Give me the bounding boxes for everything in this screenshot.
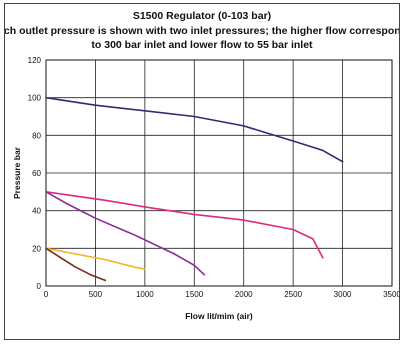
y-tick-label: 0 — [37, 282, 42, 291]
series-line-1 — [45, 96, 344, 163]
plot-frame — [45, 59, 393, 287]
y-tick-label: 20 — [32, 244, 41, 253]
y-tick-label: 40 — [32, 207, 41, 216]
x-axis-label: Flow lit/mim (air) — [185, 311, 253, 321]
x-tick-label: 500 — [89, 290, 103, 299]
x-tick-label: 3000 — [334, 290, 352, 299]
chart-subtitle-line-2: to 300 bar inlet and lower flow to 55 ba… — [91, 39, 313, 51]
pressure-flow-chart: S1500 Regulator (0-103 bar) Each outlet … — [5, 10, 399, 321]
grid — [45, 59, 393, 287]
series-line-2 — [45, 191, 324, 259]
series-line-3 — [45, 191, 205, 276]
chart-subtitle-line-1: Each outlet pressure is shown with two i… — [5, 25, 399, 37]
x-tick-label: 2000 — [235, 290, 253, 299]
chart-panel: S1500 Regulator (0-103 bar) Each outlet … — [4, 3, 400, 340]
y-tick-label: 60 — [32, 169, 41, 178]
x-tick-label: 2500 — [284, 290, 302, 299]
series-lines — [45, 96, 344, 282]
tick-labels: 0 500 1000 1500 2000 2500 3000 3500 0 20 40 60 80 100… — [28, 56, 399, 299]
y-tick-label: 120 — [28, 56, 42, 65]
x-tick-label: 3500 — [383, 290, 399, 299]
series-line-4 — [45, 247, 146, 270]
x-tick-label: 0 — [44, 290, 49, 299]
y-tick-label: 80 — [32, 131, 41, 140]
series-line-5 — [45, 247, 107, 282]
chart-title: S1500 Regulator (0-103 bar) — [133, 10, 271, 22]
y-axis-label: Pressure bar — [12, 146, 22, 199]
x-tick-label: 1500 — [185, 290, 203, 299]
y-tick-label: 100 — [28, 94, 42, 103]
x-tick-label: 1000 — [136, 290, 154, 299]
